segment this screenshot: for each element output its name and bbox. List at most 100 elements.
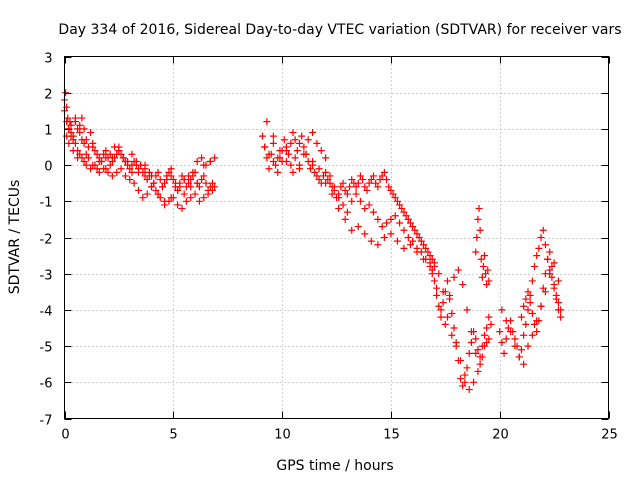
data-point <box>404 234 412 241</box>
data-point <box>65 125 73 133</box>
data-point <box>128 161 136 169</box>
data-point <box>522 295 530 303</box>
data-point <box>361 230 369 238</box>
data-point <box>198 154 206 162</box>
data-point <box>437 313 445 321</box>
data-point <box>171 179 179 187</box>
data-point <box>480 252 488 260</box>
data-point <box>185 172 193 180</box>
data-point <box>291 136 299 144</box>
data-point <box>541 288 549 296</box>
data-point <box>402 212 410 220</box>
data-point <box>74 125 82 133</box>
data-point <box>446 295 454 303</box>
data-point <box>80 139 88 147</box>
y-tick-label: 1 <box>44 124 52 139</box>
data-point <box>413 248 421 256</box>
data-point <box>322 168 330 176</box>
data-point <box>550 259 558 267</box>
data-point <box>335 205 343 213</box>
data-point <box>391 212 399 220</box>
data-point <box>95 157 103 165</box>
data-point <box>165 168 173 176</box>
data-point <box>393 237 401 245</box>
data-point <box>111 143 119 151</box>
data-point <box>143 190 151 198</box>
data-point <box>372 179 380 187</box>
data-point <box>522 320 530 328</box>
data-point <box>467 338 475 346</box>
data-point <box>546 248 554 256</box>
data-point <box>413 230 421 238</box>
data-point <box>367 237 375 245</box>
data-point <box>200 161 208 169</box>
data-point <box>343 208 351 216</box>
y-tick-label: -2 <box>40 233 53 248</box>
data-point <box>322 154 330 162</box>
data-point <box>156 194 164 202</box>
data-point <box>195 197 203 205</box>
data-point <box>476 360 484 368</box>
data-point <box>548 273 556 281</box>
data-point <box>535 244 543 252</box>
data-point <box>380 168 388 176</box>
data-point <box>309 157 317 165</box>
data-point <box>426 252 434 260</box>
data-point <box>400 244 408 252</box>
data-point <box>504 324 512 332</box>
data-point <box>74 154 82 162</box>
data-point <box>76 129 84 137</box>
data-point <box>104 168 112 176</box>
data-point <box>132 157 140 165</box>
data-point <box>396 219 404 227</box>
data-point <box>287 161 295 169</box>
data-point <box>485 335 493 343</box>
data-point <box>285 150 293 158</box>
data-point <box>152 186 160 194</box>
data-point <box>296 161 304 169</box>
data-point <box>117 165 125 173</box>
data-point <box>467 328 475 336</box>
data-point <box>339 179 347 187</box>
data-point <box>309 129 317 137</box>
data-point <box>554 277 562 285</box>
y-tick-label: -1 <box>40 196 53 211</box>
data-point <box>515 353 523 361</box>
data-point <box>433 284 441 292</box>
data-point <box>361 183 369 191</box>
data-point <box>550 281 558 289</box>
data-point <box>134 186 142 194</box>
y-tick-label: -6 <box>40 377 53 392</box>
data-point <box>450 324 458 332</box>
data-point <box>520 302 528 310</box>
data-point <box>417 237 425 245</box>
data-point <box>383 219 391 227</box>
y-tick-label: -3 <box>40 269 53 284</box>
data-point <box>552 295 560 303</box>
data-point <box>480 331 488 339</box>
data-point <box>435 302 443 310</box>
data-point <box>93 165 101 173</box>
data-point <box>359 176 367 184</box>
x-tick-label: 15 <box>383 428 400 443</box>
data-point <box>422 244 430 252</box>
data-point <box>528 277 536 285</box>
data-point <box>206 157 214 165</box>
data-point <box>265 150 273 158</box>
data-point <box>443 277 451 285</box>
data-point <box>80 157 88 165</box>
data-point <box>524 342 532 350</box>
data-point <box>459 281 467 289</box>
data-point <box>400 208 408 216</box>
data-point <box>93 150 101 158</box>
x-tick-label: 5 <box>169 428 177 443</box>
data-point <box>163 176 171 184</box>
data-point <box>311 168 319 176</box>
data-point <box>71 139 79 147</box>
data-point <box>433 291 441 299</box>
data-point <box>148 183 156 191</box>
data-point <box>69 136 77 144</box>
data-point <box>448 331 456 339</box>
